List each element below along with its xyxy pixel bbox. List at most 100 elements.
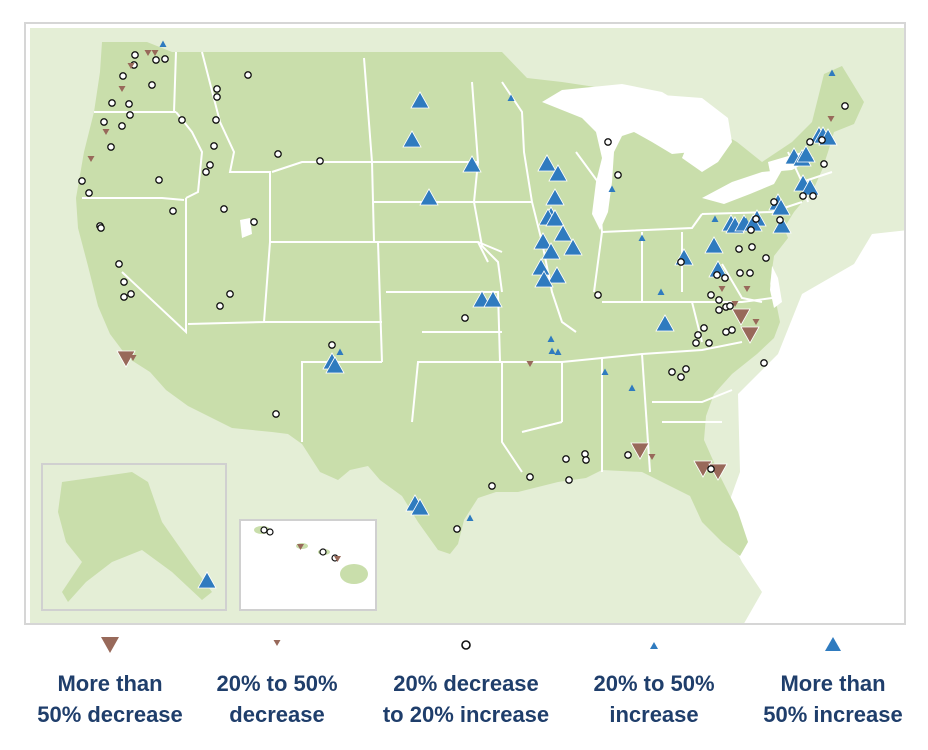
large-increase-marker bbox=[541, 242, 561, 260]
increase-marker bbox=[638, 234, 646, 241]
neutral-marker bbox=[115, 260, 123, 268]
neutral-marker bbox=[762, 254, 770, 262]
neutral-marker bbox=[841, 102, 849, 110]
legend-item-increase: 20% to 50% increase bbox=[559, 632, 749, 730]
decrease-marker bbox=[144, 50, 152, 56]
decrease-marker bbox=[743, 286, 751, 292]
decrease-marker bbox=[118, 86, 126, 92]
neutral-marker bbox=[100, 118, 108, 126]
large-increase-marker bbox=[563, 238, 583, 256]
state-border bbox=[175, 111, 204, 199]
increase-marker bbox=[466, 514, 474, 521]
open-circle-icon bbox=[461, 640, 471, 650]
large-increase-marker bbox=[537, 154, 557, 172]
decrease-marker bbox=[127, 63, 135, 69]
neutral-marker bbox=[799, 192, 807, 200]
neutral-marker bbox=[677, 258, 685, 266]
neutral-marker bbox=[562, 455, 570, 463]
neutral-marker bbox=[274, 150, 282, 158]
neutral-marker bbox=[161, 55, 169, 63]
legend-label: 20% to 50% decrease bbox=[216, 671, 338, 727]
neutral-marker bbox=[120, 293, 128, 301]
neutral-marker bbox=[126, 111, 134, 119]
large-decrease-marker bbox=[731, 308, 751, 326]
triangle-up-small-icon bbox=[650, 642, 658, 649]
neutral-marker bbox=[581, 450, 589, 458]
neutral-marker bbox=[715, 306, 723, 314]
lake-erie bbox=[702, 170, 782, 204]
neutral-marker bbox=[210, 142, 218, 150]
neutral-marker bbox=[715, 296, 723, 304]
neutral-marker bbox=[272, 410, 280, 418]
decrease-marker bbox=[334, 556, 341, 562]
triangle-up-large-icon bbox=[825, 637, 841, 651]
decrease-marker bbox=[731, 301, 739, 307]
hawaii-island-4 bbox=[340, 564, 368, 584]
large-increase-marker bbox=[419, 188, 439, 206]
decrease-marker bbox=[297, 544, 304, 550]
neutral-marker bbox=[244, 71, 252, 79]
state-border bbox=[721, 263, 763, 303]
state-border bbox=[501, 81, 577, 333]
neutral-marker bbox=[108, 99, 116, 107]
neutral-marker bbox=[148, 81, 156, 89]
large-increase-marker bbox=[704, 236, 724, 254]
neutral-marker bbox=[707, 291, 715, 299]
large-increase-marker bbox=[483, 290, 503, 308]
increase-marker bbox=[336, 348, 344, 355]
increase-marker bbox=[159, 40, 167, 47]
neutral-marker bbox=[582, 456, 590, 464]
decrease-marker bbox=[648, 454, 656, 460]
alaska-land bbox=[58, 472, 212, 602]
neutral-marker bbox=[266, 528, 274, 536]
triangle-down-small-icon bbox=[273, 640, 281, 646]
neutral-marker bbox=[488, 482, 496, 490]
map-frame bbox=[24, 22, 906, 625]
great-salt-lake bbox=[240, 218, 252, 238]
neutral-marker bbox=[806, 138, 814, 146]
large-increase-marker bbox=[772, 216, 792, 234]
neutral-marker bbox=[213, 93, 221, 101]
state-border bbox=[701, 201, 803, 215]
state-border bbox=[477, 241, 503, 253]
neutral-marker bbox=[604, 138, 612, 146]
neutral-marker bbox=[809, 192, 817, 200]
increase-marker bbox=[507, 94, 515, 101]
decrease-marker bbox=[102, 129, 110, 135]
neutral-marker bbox=[127, 290, 135, 298]
neutral-marker bbox=[206, 161, 214, 169]
neutral-marker bbox=[526, 473, 534, 481]
large-increase-marker bbox=[534, 270, 554, 288]
neutral-marker bbox=[152, 56, 160, 64]
large-increase-marker bbox=[545, 188, 565, 206]
lake-huron bbox=[622, 92, 732, 172]
state-border bbox=[652, 389, 733, 403]
neutral-marker bbox=[668, 368, 676, 376]
neutral-marker bbox=[747, 226, 755, 234]
neutral-marker bbox=[700, 324, 708, 332]
neutral-marker bbox=[118, 122, 126, 130]
neutral-marker bbox=[178, 116, 186, 124]
increase-marker bbox=[547, 335, 555, 342]
neutral-marker bbox=[728, 326, 736, 334]
neutral-marker bbox=[820, 160, 828, 168]
state-border bbox=[521, 421, 563, 433]
neutral-marker bbox=[119, 72, 127, 80]
neutral-marker bbox=[220, 205, 228, 213]
inset-maps bbox=[41, 463, 377, 611]
large-increase-marker bbox=[655, 314, 675, 332]
increase-marker bbox=[548, 347, 556, 354]
neutral-marker bbox=[216, 302, 224, 310]
state-border bbox=[641, 353, 651, 473]
state-border bbox=[121, 198, 187, 335]
neutral-marker bbox=[169, 207, 177, 215]
neutral-marker bbox=[565, 476, 573, 484]
neutral-marker bbox=[226, 290, 234, 298]
neutral-marker bbox=[453, 525, 461, 533]
land-layer bbox=[30, 28, 904, 623]
legend-label: 20% to 50% increase bbox=[593, 671, 715, 727]
neutral-marker bbox=[705, 339, 713, 347]
neutral-marker bbox=[328, 341, 336, 349]
neutral-marker bbox=[682, 365, 690, 373]
neutral-marker bbox=[594, 291, 602, 299]
